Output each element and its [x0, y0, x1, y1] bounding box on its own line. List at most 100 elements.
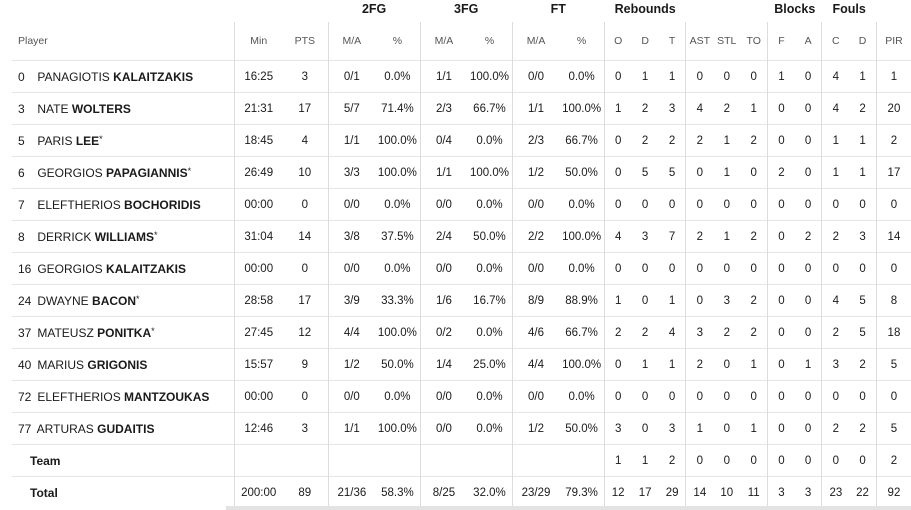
player-row[interactable]: 0 PANAGIOTIS KALAITZAKIS 16:25 3 0/1 0.0% 1/1… — [12, 60, 911, 93]
player-row[interactable]: 5 PARIS LEE* 18:45 4 1/1 100.0% 0/4 0.0% 2/3 66.… — [12, 124, 911, 157]
player-first-name[interactable]: DERRICK — [37, 229, 92, 244]
stat-blk-f: 0 — [767, 412, 795, 445]
player-last-name[interactable]: BOCHORIDIS — [124, 197, 201, 212]
player-first-name[interactable]: ELEFTHERIOS — [37, 389, 121, 404]
stat-foul-d: 0 — [849, 444, 877, 477]
stat-reb-d: 5 — [631, 156, 659, 189]
stat-min — [234, 444, 282, 477]
header-2fg-ma[interactable]: M/A — [327, 22, 376, 61]
player-last-name[interactable]: MANTZOUKAS — [124, 389, 210, 404]
group-fouls: Fouls — [832, 2, 866, 16]
header-min[interactable]: Min — [234, 22, 282, 61]
box-score-table: 2FG 3FG FT Rebounds Blocks Fouls Player … — [12, 0, 911, 508]
stat-2fg-pct: 0.0% — [375, 188, 421, 221]
stat-blk-f: 0 — [767, 220, 795, 253]
header-foul-c[interactable]: C — [821, 22, 850, 61]
stat-2fg-ma: 3/3 — [327, 156, 376, 189]
stat-3fg-ma: 1/1 — [419, 60, 468, 93]
player-last-name[interactable]: PONITKA — [97, 325, 152, 340]
player-last-name[interactable]: LEE — [75, 133, 100, 148]
player-row[interactable]: 16 GEORGIOS KALAITZAKIS 00:00 0 0/0 0.0% 0/0 0… — [12, 252, 911, 285]
stat-ft-ma: 0/0 — [511, 60, 560, 93]
player-row[interactable]: 3 NATE WOLTERS 21:31 17 5/7 71.4% 2/3 66.7% 1/1… — [12, 92, 911, 125]
player-first-name[interactable]: GEORGIOS — [37, 165, 103, 180]
total-row: Total 200:00 89 21/36 58.3% 8/25 32.0% 23/29 79.… — [12, 476, 911, 508]
stat-3fg-ma: 1/6 — [419, 284, 468, 317]
stat-3fg-ma: 2/3 — [419, 92, 468, 125]
stat-ft-ma: 1/2 — [511, 412, 560, 445]
header-2fg-pct[interactable]: % — [392, 35, 403, 47]
player-cell: 24 DWAYNE BACON* — [12, 284, 235, 317]
stat-reb-t: 1 — [658, 348, 686, 381]
player-row[interactable]: 72 ELEFTHERIOS MANTZOUKAS 00:00 0 0/0 0.0% 0/… — [12, 380, 911, 413]
stat-blk-a: 0 — [794, 60, 822, 93]
stat-reb-o: 0 — [603, 60, 632, 93]
player-row[interactable]: 77 ARTURAS GUDAITIS 12:46 3 1/1 100.0% 0/0 0.0… — [12, 412, 911, 445]
header-pir[interactable]: PIR — [875, 22, 911, 61]
player-row[interactable]: 37 MATEUSZ PONITKA* 27:45 12 4/4 100.0% 0/2 0.… — [12, 316, 911, 349]
stat-blk-a: 2 — [794, 220, 822, 253]
player-first-name[interactable]: GEORGIOS — [37, 261, 103, 276]
stat-3fg-pct: 0.0% — [467, 124, 513, 157]
player-first-name[interactable]: ELEFTHERIOS — [37, 197, 121, 212]
stat-3fg-pct: 32.0% — [467, 476, 513, 508]
player-row[interactable]: 7 ELEFTHERIOS BOCHORIDIS 00:00 0 0/0 0.0% 0/0… — [12, 188, 911, 221]
header-to[interactable]: TO — [746, 35, 761, 47]
header-reb-t[interactable]: T — [668, 35, 676, 47]
header-stl[interactable]: STL — [717, 35, 737, 47]
header-foul-d[interactable]: D — [858, 35, 867, 47]
stat-foul-c: 4 — [821, 92, 850, 125]
stat-foul-c: 2 — [821, 316, 850, 349]
player-row[interactable]: 6 GEORGIOS PAPAGIANNIS* 26:49 10 3/3 100.0% 1… — [12, 156, 911, 189]
stat-pts: 0 — [282, 380, 329, 413]
player-first-name[interactable]: DWAYNE — [37, 293, 89, 308]
player-cell: 72 ELEFTHERIOS MANTZOUKAS — [12, 380, 235, 413]
stat-blk-a: 1 — [794, 348, 822, 381]
player-row[interactable]: 8 DERRICK WILLIAMS* 31:04 14 3/8 37.5% 2/4 50.… — [12, 220, 911, 253]
stat-2fg-pct: 71.4% — [375, 92, 421, 125]
player-last-name[interactable]: KALAITZAKIS — [106, 261, 187, 276]
player-row[interactable]: 24 DWAYNE BACON* 28:58 17 3/9 33.3% 1/6 16.7% 8… — [12, 284, 911, 317]
stat-to: 1 — [740, 348, 768, 381]
player-last-name[interactable]: BACON — [92, 293, 137, 308]
player-last-name[interactable]: GUDAITIS — [97, 421, 155, 436]
team-label: Team — [12, 444, 235, 477]
player-last-name[interactable]: WILLIAMS — [94, 229, 155, 244]
player-first-name[interactable]: MATEUSZ — [37, 325, 94, 340]
stat-reb-d: 1 — [631, 60, 659, 93]
player-first-name[interactable]: MARIUS — [37, 357, 85, 372]
horizontal-scrollbar[interactable] — [226, 506, 911, 510]
stat-2fg-pct: 50.0% — [375, 348, 421, 381]
header-reb-o[interactable]: O — [603, 22, 632, 61]
header-3fg-ma[interactable]: M/A — [419, 22, 468, 61]
player-first-name[interactable]: ARTURAS — [36, 421, 94, 436]
header-3fg-pct[interactable]: % — [484, 35, 495, 47]
player-row[interactable]: 40 MARIUS GRIGONIS 15:57 9 1/2 50.0% 1/4 25.0%… — [12, 348, 911, 381]
header-reb-d[interactable]: D — [641, 35, 649, 47]
stat-3fg-pct: 16.7% — [467, 284, 513, 317]
stat-foul-d: 5 — [849, 284, 877, 317]
player-last-name[interactable]: PAPAGIANNIS — [106, 165, 188, 180]
stat-2fg-ma: 4/4 — [327, 316, 376, 349]
stat-3fg-pct: 0.0% — [467, 412, 513, 445]
stat-reb-o: 4 — [603, 220, 632, 253]
header-ast[interactable]: AST — [685, 22, 714, 61]
header-ft-ma[interactable]: M/A — [511, 22, 560, 61]
header-ft-pct[interactable]: % — [576, 35, 587, 47]
stat-reb-t: 1 — [658, 60, 686, 93]
stat-to: 1 — [740, 412, 768, 445]
stat-ft-ma: 4/4 — [511, 348, 560, 381]
header-blk-f[interactable]: F — [767, 22, 795, 61]
player-first-name[interactable]: PANAGIOTIS — [37, 69, 110, 84]
stat-2fg-ma: 1/1 — [327, 124, 376, 157]
header-pts[interactable]: PTS — [294, 35, 315, 47]
stat-foul-c: 4 — [821, 60, 850, 93]
stat-2fg-pct: 100.0% — [375, 156, 421, 189]
header-blk-a[interactable]: A — [804, 35, 812, 47]
header-player[interactable]: Player — [18, 35, 48, 47]
player-last-name[interactable]: KALAITZAKIS — [113, 69, 194, 84]
player-first-name[interactable]: NATE — [37, 101, 69, 116]
player-last-name[interactable]: WOLTERS — [71, 101, 131, 116]
player-first-name[interactable]: PARIS — [37, 133, 73, 148]
player-last-name[interactable]: GRIGONIS — [87, 357, 148, 372]
